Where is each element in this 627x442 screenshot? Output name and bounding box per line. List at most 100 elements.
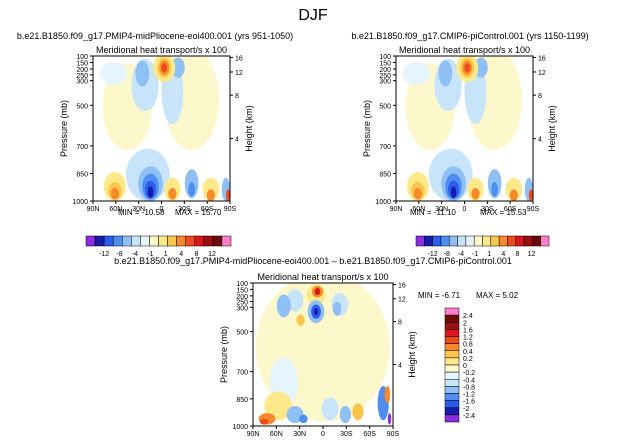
contour-fill-red_orange [260,418,269,425]
x-tick-label: 30N [132,206,145,213]
colorbar-swatch [540,235,550,247]
plot-field [396,56,533,201]
x-tick-label: 90N [87,206,100,213]
x-tick-label: 60S [504,206,517,213]
y-axis-label: Pressure (mb) [219,326,229,383]
x-tick-label: 60N [109,206,122,213]
colorbar-swatch [444,329,460,337]
y-tick-label: 200 [236,294,248,301]
contour-fill-gold [352,403,364,421]
x-tick-label: 60S [363,431,376,438]
colorbar-tick-label: -8 [444,251,450,258]
panel-title: b.e21.B1850.f09_g17.PMIP4-midPliocene-eo… [114,256,512,266]
height-tick-label: 16 [398,282,406,289]
colorbar-swatch [444,350,460,359]
y-tick-label: 300 [236,305,248,312]
colorbar-tick-label: -12 [428,251,438,258]
x-tick-label: 90S [224,206,237,213]
colorbar-swatch [449,235,458,247]
x-tick-label: 0 [321,431,325,438]
colorbar-swatch [457,235,467,247]
colorbar-swatch [140,235,150,247]
colorbar-tick-label: -0.4 [463,377,475,384]
colorbar-swatch [149,235,159,247]
colorbar-swatch [515,235,525,247]
colorbar-tick-label: 0.4 [463,349,473,356]
colorbar-tick-label: 1.2 [463,335,473,342]
colorbar-swatch [131,235,141,247]
y-tick-label: 700 [379,144,391,151]
colorbar-swatch [194,235,205,247]
x-tick-label: 30S [178,206,191,213]
max-label: MAX = 15.70 [175,208,222,217]
y-tick-label: 200 [76,67,88,74]
contour-fill-yellow [202,177,220,201]
height-tick-label: 4 [538,137,542,144]
x-tick-label: 90N [390,206,403,213]
y-tick-label: 700 [236,370,248,377]
colorbar-tick-label: -2 [463,406,469,413]
contour-fill-orange [509,189,518,201]
contour-fill-orange [206,189,215,201]
y-tick-label: 150 [76,61,88,68]
min-label: MIN = -10.58 [118,208,165,217]
height-tick-label: 4 [235,137,239,144]
x-tick-label: 30S [481,206,494,213]
panel-subtitle: Meridional heat transport/s x 100 [96,45,227,55]
y-tick-label: 500 [236,330,248,337]
y-tick-label: 850 [76,171,88,178]
colorbar-swatch [507,235,516,247]
colorbar-tick-label: 12 [208,251,216,258]
contour-fill-light_blue [135,60,150,87]
y-tick-label: 850 [379,171,391,178]
height-tick-label: 4 [398,363,402,370]
colorbar-swatch [424,235,433,247]
colorbar-tick-label: -12 [99,251,109,258]
colorbar-swatch [444,307,460,316]
panel-difference: b.e21.B1850.f09_g17.PMIP4-midPliocene-eo… [114,256,518,438]
plot-field [93,56,230,201]
y-tick-label: 500 [379,103,391,110]
colorbar-swatch [482,235,492,247]
x-tick-label: 30S [340,431,353,438]
colorbar-swatch [444,407,460,416]
colorbar-tick-label: -2.4 [463,413,475,420]
colorbar-swatch [444,371,460,380]
y-tick-label: 500 [76,103,88,110]
contour-fill-light_blue [276,294,291,318]
contour-fill-navy [147,186,154,199]
height-tick-label: 12 [538,70,546,77]
contour-fill-red_orange [528,189,533,201]
height-tick-label: 12 [235,70,243,77]
colorbar-swatch [444,414,460,423]
contour-fill-yellow [264,391,293,421]
colorbar-swatch [444,357,460,366]
colorbar-tick-label: 2.4 [463,313,473,320]
y-tick-label: 1000 [72,199,88,206]
colorbar-tick-label: -4 [132,251,138,258]
colorbar-swatch [444,386,460,394]
panel-title: b.e21.B1850.f09_g17.PMIP4-midPliocene-eo… [17,31,293,41]
colorbar-tick-label: -0.8 [463,384,475,391]
colorbar-swatch [444,343,460,351]
height-tick-label: 16 [235,55,243,62]
y-tick-label: 100 [76,54,88,61]
y-tick-label: 1000 [375,199,391,206]
colorbar-tick-label: -4 [458,251,464,258]
colorbar-tick-label: 8 [515,251,519,258]
colorbar-swatch [221,235,232,247]
x-tick-label: 30N [293,431,306,438]
colorbar-swatch [532,235,541,247]
colorbar-tick-label: 1.6 [463,327,473,334]
colorbar-tick-label: 1 [164,251,168,258]
y-axis-label: Pressure (mb) [362,100,372,157]
colorbar-tick-label: 1 [487,251,491,258]
colorbar-tick-label: -8 [116,251,122,258]
contour-fill-light_blue [438,60,453,87]
contour-fill-orange [168,187,177,200]
y-tick-label: 150 [236,287,248,294]
colorbar-swatch [167,235,177,247]
panel-subtitle: Meridional heat transport/s x 100 [257,272,388,282]
colorbar-swatch [490,235,500,247]
panel-midpliocene: b.e21.B1850.f09_g17.PMIP4-midPliocene-eo… [17,31,293,258]
